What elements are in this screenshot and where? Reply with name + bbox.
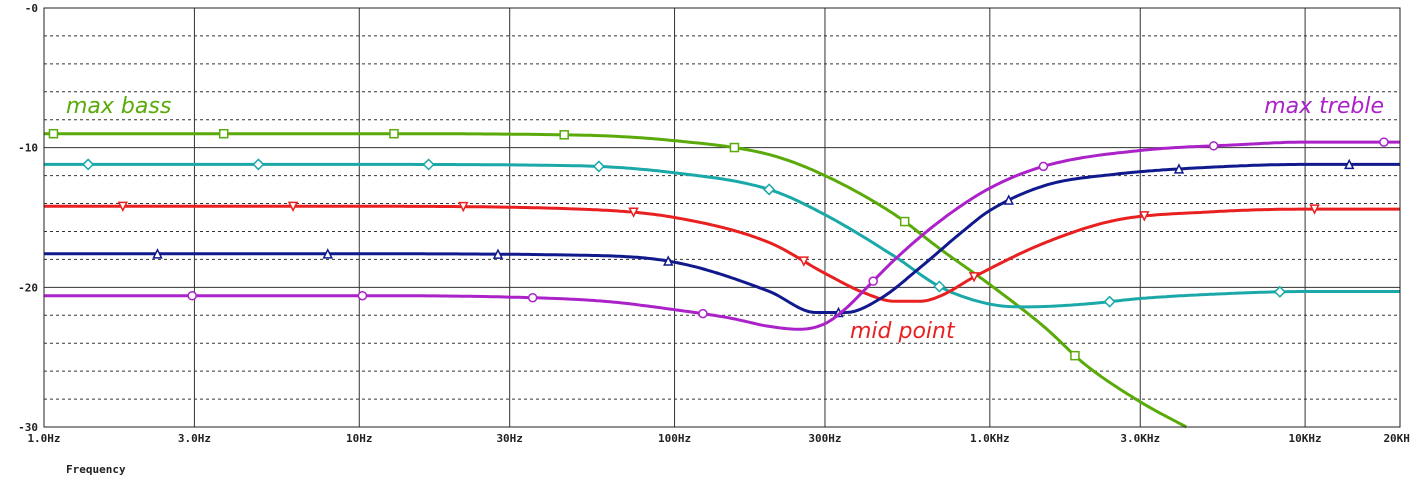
series-circle: [44, 137, 1400, 331]
circle-marker: [1379, 137, 1389, 147]
triangle-up-marker: [1344, 158, 1355, 170]
diamond-marker: [422, 158, 435, 171]
series-line: [44, 140, 1400, 331]
diamond-marker: [933, 280, 946, 293]
x-tick-label: 10Hz: [346, 432, 373, 445]
plot-frame: [43, 7, 1401, 428]
series-diamond: [44, 158, 1400, 309]
triangle-up-marker: [1173, 163, 1185, 174]
grid: [44, 8, 1400, 427]
triangle-up-marker: [492, 248, 504, 259]
triangle-up-marker: [322, 248, 333, 259]
square-marker: [899, 216, 910, 227]
x-tick-label: 1.0Hz: [27, 432, 60, 445]
triangle-down-marker: [458, 201, 469, 213]
diamond-marker: [763, 183, 776, 196]
triangle-down-marker: [1309, 204, 1320, 215]
diamond-marker: [1273, 285, 1286, 298]
annotation-max-bass: max bass: [66, 94, 171, 119]
y-tick-label: -10: [18, 142, 38, 155]
y-tick-label: -30: [18, 421, 38, 434]
circle-marker: [187, 290, 197, 301]
series-triangle-up: [44, 158, 1400, 318]
series-layer: [44, 128, 1400, 429]
x-tick-label: 1.0KHz: [970, 432, 1010, 445]
square-marker: [1070, 350, 1080, 361]
triangle-down-marker: [1139, 211, 1150, 222]
diamond-marker: [82, 158, 95, 171]
diamond-marker: [1103, 295, 1116, 308]
series-line: [44, 204, 1400, 303]
circle-marker: [527, 292, 538, 303]
x-tick-label: 20KHz: [1383, 432, 1410, 445]
triangle-up-marker: [663, 255, 674, 266]
circle-marker: [868, 276, 878, 286]
circle-marker: [1038, 161, 1049, 172]
series-line: [44, 162, 1400, 309]
triangle-up-marker: [1003, 194, 1014, 205]
square-marker: [389, 128, 399, 139]
x-tick-label: 300Hz: [808, 432, 841, 445]
square-marker: [559, 130, 569, 140]
square-marker: [218, 128, 229, 139]
tick-labels: 1.0Hz 3.0Hz 10Hz 30Hz 100Hz 300Hz 1.0KHz 3.0KHz…: [18, 2, 1410, 445]
triangle-down-marker: [117, 201, 129, 213]
x-tick-label: 10KHz: [1289, 432, 1322, 445]
square-marker: [48, 128, 59, 139]
x-tick-label: 3.0Hz: [178, 432, 211, 445]
series-line: [44, 132, 1188, 429]
x-tick-label: 100Hz: [658, 432, 691, 445]
diamond-marker: [252, 158, 265, 171]
square-marker: [729, 142, 740, 153]
diamond-marker: [592, 160, 605, 173]
triangle-down-marker: [287, 201, 299, 213]
triangle-down-marker: [798, 256, 810, 267]
triangle-down-marker: [968, 272, 980, 283]
x-tick-label: 3.0KHz: [1120, 432, 1160, 445]
circle-marker: [698, 308, 708, 319]
y-tick-label: -0: [25, 2, 38, 15]
series-square: [44, 128, 1188, 429]
circle-marker: [357, 290, 368, 301]
triangle-down-marker: [628, 207, 639, 218]
annotation-mid-point: mid point: [850, 319, 956, 344]
series-triangle-down: [44, 201, 1400, 303]
annotation-max-treble: max treble: [1264, 94, 1384, 119]
x-tick-label: 30Hz: [496, 432, 523, 445]
x-axis-label: Frequency: [66, 463, 126, 476]
series-line: [44, 162, 1400, 314]
triangle-up-marker: [152, 248, 163, 259]
y-tick-label: -20: [18, 281, 38, 294]
circle-marker: [1208, 141, 1219, 151]
